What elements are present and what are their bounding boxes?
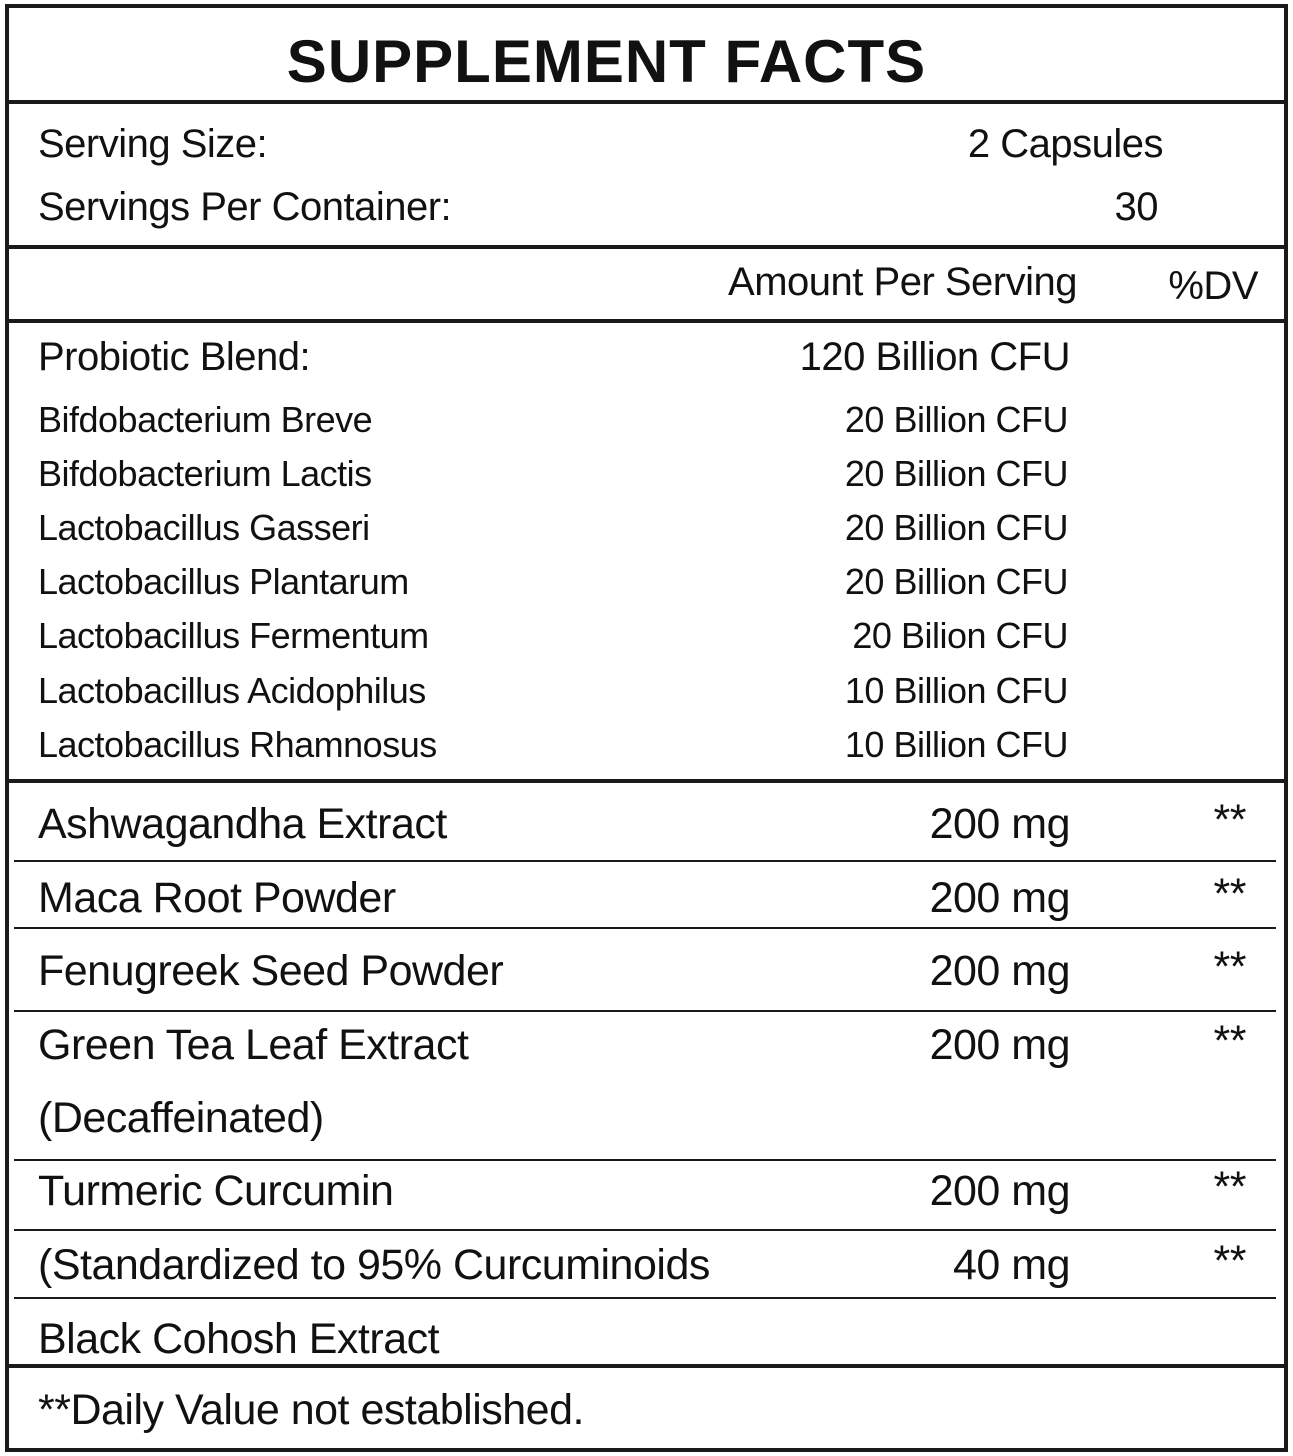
ingredient-amount: 200 mg [929, 1021, 1071, 1069]
probiotic-blend-amount: 120 Billion CFU [799, 335, 1071, 379]
ingredient-name: Maca Root Powder [38, 874, 396, 922]
ingredient-name-continued: (Decaffeinated) [38, 1094, 324, 1142]
divider [5, 245, 1288, 249]
strain-amount: 20 Billion CFU [844, 507, 1069, 548]
strain-name: Lactobacillus Rhamnosus [38, 724, 437, 765]
ingredient-amount: 40 mg [952, 1241, 1071, 1289]
servings-per-container-label: Servings Per Container: [38, 185, 452, 229]
ingredient-name: Fenugreek Seed Powder [38, 947, 504, 995]
ingredient-name: (Standardized to 95% Curcuminoids [38, 1241, 710, 1289]
supplement-facts-panel [5, 4, 1288, 1452]
row-divider [14, 1159, 1276, 1161]
ingredient-name: Green Tea Leaf Extract [38, 1021, 469, 1069]
ingredient-name: Ashwagandha Extract [38, 800, 447, 848]
ingredient-daily-value: ** [1213, 870, 1247, 918]
divider [5, 100, 1288, 104]
ingredient-daily-value: ** [1213, 943, 1247, 991]
panel-title: SUPPLEMENT FACTS [286, 28, 927, 95]
strain-amount: 20 Bilion CFU [852, 615, 1068, 656]
strain-amount: 10 Billion CFU [844, 670, 1069, 711]
strain-name: Lactobacillus Gasseri [38, 507, 370, 548]
ingredient-daily-value: ** [1213, 1163, 1247, 1211]
ingredient-amount: 200 mg [929, 874, 1071, 922]
footnote: **Daily Value not established. [38, 1386, 584, 1434]
ingredient-amount: 200 mg [929, 1167, 1071, 1215]
serving-size-label: Serving Size: [38, 122, 268, 166]
servings-per-container-value: 30 [1114, 185, 1159, 229]
row-divider [14, 1297, 1276, 1299]
ingredient-amount: 200 mg [929, 800, 1071, 848]
ingredient-daily-value: ** [1213, 1237, 1247, 1285]
divider [5, 1364, 1288, 1368]
strain-amount: 20 Billion CFU [844, 399, 1069, 440]
ingredient-daily-value: ** [1213, 796, 1247, 844]
strain-name: Bifdobacterium Breve [38, 399, 373, 440]
strain-name: Lactobacillus Acidophilus [38, 670, 426, 711]
probiotic-blend-label: Probiotic Blend: [38, 335, 311, 379]
ingredient-amount: 200 mg [929, 947, 1071, 995]
amount-per-serving-header: Amount Per Serving [728, 260, 1077, 304]
daily-value-header: %DV [1168, 264, 1258, 308]
strain-amount: 20 Billion CFU [844, 453, 1069, 494]
divider [5, 779, 1288, 783]
ingredient-name: Black Cohosh Extract [38, 1315, 440, 1363]
strain-amount: 20 Billion CFU [844, 561, 1069, 602]
ingredient-name: Turmeric Curcumin [38, 1167, 394, 1215]
row-divider [14, 860, 1276, 862]
serving-size-value: 2 Capsules [967, 122, 1164, 166]
row-divider [14, 1010, 1276, 1012]
row-divider [14, 1229, 1276, 1231]
strain-name: Bifdobacterium Lactis [38, 453, 372, 494]
row-divider [14, 927, 1276, 929]
divider [5, 319, 1288, 323]
ingredient-daily-value: ** [1213, 1017, 1247, 1065]
strain-name: Lactobacillus Plantarum [38, 561, 409, 602]
strain-name: Lactobacillus Fermentum [38, 615, 429, 656]
strain-amount: 10 Billion CFU [844, 724, 1069, 765]
